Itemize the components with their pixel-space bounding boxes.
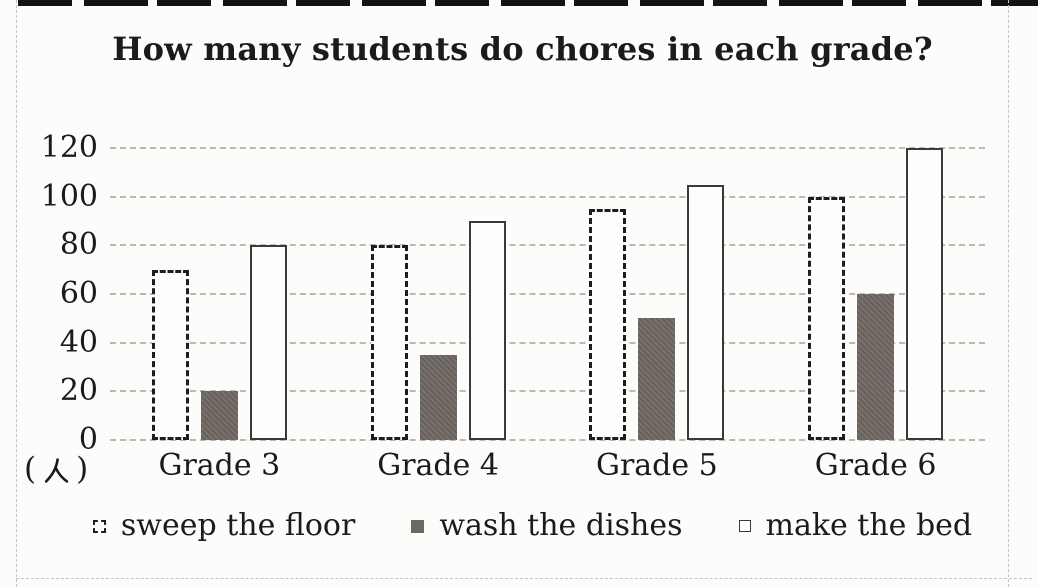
gridline-0 [110, 439, 985, 441]
ren-person-character-icon [44, 457, 69, 483]
bar-wash-the-dishes-Grade-4 [419, 354, 457, 440]
chart-legend: sweep the floor wash the dishes make the b… [92, 503, 973, 549]
gridline-20 [110, 390, 985, 393]
y-tick-label-0: 0 [78, 422, 98, 457]
y-tick-label-40: 40 [59, 324, 98, 360]
gridline-40 [110, 341, 985, 344]
bar-wash-the-dishes-Grade-5 [638, 318, 676, 440]
x-tick-label-Grade-5: Grade 5 [595, 448, 718, 483]
unit-paren-close: ) [76, 451, 89, 487]
legend-item-sweep-the-floor: sweep the floor [92, 508, 356, 544]
y-axis-labels: 0 20 40 60 80 100 120 [18, 130, 98, 457]
legend-swatch-dotted-outline-icon [92, 519, 106, 533]
x-axis-labels: Grade 3 Grade 4 Grade 5 Grade 6 [110, 448, 985, 486]
bar-make-the-bed-Grade-6 [906, 148, 944, 440]
bar-wash-the-dishes-Grade-3 [200, 391, 238, 440]
bar-sweep-the-floor-Grade-5 [589, 208, 627, 440]
y-tick-label-120: 120 [40, 130, 98, 165]
legend-swatch-solid-gray-icon [411, 519, 425, 533]
bar-sweep-the-floor-Grade-6 [808, 196, 846, 440]
gridline-120 [110, 147, 985, 149]
legend-swatch-white-outline-icon [738, 520, 751, 532]
dashed-cut-border-right [1008, 0, 1009, 587]
legend-label: wash the dishes [439, 508, 683, 543]
gridline-100 [110, 195, 985, 198]
bar-make-the-bed-Grade-3 [249, 245, 287, 440]
legend-item-wash-the-dishes: wash the dishes [411, 508, 683, 544]
dashed-cut-border-bottom [16, 578, 1032, 579]
x-tick-label-Grade-4: Grade 4 [377, 448, 500, 483]
bar-make-the-bed-Grade-5 [687, 184, 725, 440]
unit-paren-open: ( [24, 451, 37, 487]
legend-item-make-the-bed: make the bed [738, 508, 973, 544]
y-tick-label-20: 20 [59, 373, 98, 409]
y-axis-unit: ( ) [24, 449, 88, 489]
legend-label: make the bed [765, 508, 973, 543]
chart-title: How many students do chores in each grad… [112, 30, 933, 68]
y-tick-label-80: 80 [59, 227, 98, 263]
dashed-cut-border-left [16, 0, 17, 587]
x-tick-label-Grade-3: Grade 3 [158, 448, 281, 483]
y-tick-label-100: 100 [40, 178, 98, 214]
legend-label: sweep the floor [120, 508, 356, 543]
bar-wash-the-dishes-Grade-6 [857, 294, 895, 440]
bar-sweep-the-floor-Grade-3 [151, 269, 189, 440]
bar-make-the-bed-Grade-4 [468, 221, 506, 440]
top-edge-print-artifact [18, 0, 1038, 6]
x-tick-label-Grade-6: Grade 6 [814, 448, 937, 483]
plot-area [110, 147, 985, 441]
gridline-80 [110, 244, 985, 247]
bar-sweep-the-floor-Grade-4 [370, 245, 408, 440]
gridline-60 [110, 293, 985, 295]
y-tick-label-60: 60 [59, 276, 98, 311]
